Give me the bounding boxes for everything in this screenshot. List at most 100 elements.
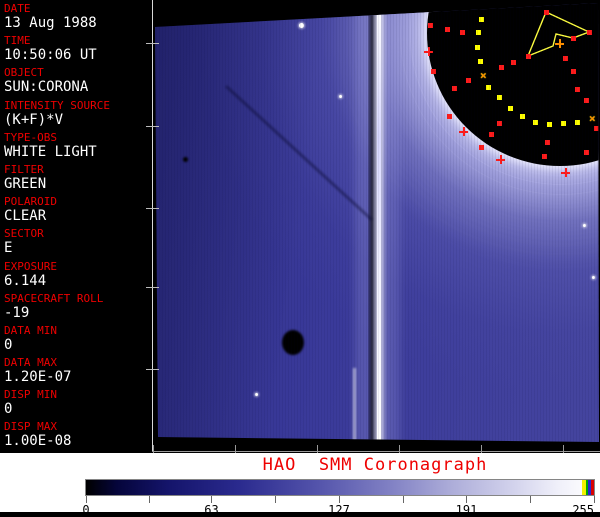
star-marker-red xyxy=(545,140,550,145)
star-dot xyxy=(339,95,342,98)
metadata-field: DATE 13 Aug 1988 xyxy=(4,2,150,34)
star-marker-yellow xyxy=(479,17,484,22)
star-marker-red xyxy=(584,150,589,155)
star-marker-red xyxy=(571,36,576,41)
star-marker-red xyxy=(584,98,589,103)
colorbar-tick-label: 0 xyxy=(82,503,90,517)
star-marker-red xyxy=(511,60,516,65)
colorbar-stripe xyxy=(586,480,588,495)
plus-bar xyxy=(459,131,468,133)
metadata-field: SPACECRAFT ROLL -19 xyxy=(4,292,150,324)
bottom-axis-tick xyxy=(317,445,318,458)
colorbar-minor-tick xyxy=(402,496,404,503)
metadata-field: SECTOR E xyxy=(4,227,150,259)
metadata-field: DATA MIN 0 xyxy=(4,324,150,356)
star-marker-red xyxy=(587,30,592,35)
diffraction-ring xyxy=(400,3,599,195)
bottom-axis-tick xyxy=(153,445,154,458)
colorbar-stripe xyxy=(591,480,594,495)
star-dot xyxy=(583,224,586,227)
pointing-overlay xyxy=(526,11,591,58)
star-marker-x: × xyxy=(480,69,487,82)
star-marker-yellow xyxy=(561,121,566,126)
star-marker-red-plus xyxy=(496,155,505,164)
star-dot xyxy=(255,393,258,396)
field-value: E xyxy=(4,240,13,257)
left-axis-tick xyxy=(146,126,159,127)
star-marker-red xyxy=(479,145,484,150)
field-label: SECTOR xyxy=(4,227,44,241)
field-label: FILTER xyxy=(4,162,44,176)
field-value: 0 xyxy=(4,336,13,353)
coronagraph-image: × × xyxy=(155,3,599,442)
footer: HAO SMM Coronagraph 0 63 127 191 255 xyxy=(0,453,600,517)
occulting-disk xyxy=(427,3,599,166)
colorbar-major-tick xyxy=(211,496,213,503)
star-marker-red-plus xyxy=(459,127,468,136)
pylon-secondary-line xyxy=(353,368,356,442)
star-marker-red xyxy=(526,54,531,59)
metadata-field: DISP MAX 1.00E-08 xyxy=(4,420,150,452)
metadata-field: FILTER GREEN xyxy=(4,163,150,195)
plus-bar xyxy=(555,43,564,45)
bottom-axis-line xyxy=(152,451,600,452)
left-axis-tick xyxy=(146,369,159,370)
field-label: DISP MAX xyxy=(4,420,57,434)
corona-glow xyxy=(155,3,599,442)
star-marker-red xyxy=(452,86,457,91)
star-marker-red-plus xyxy=(561,168,570,177)
field-label: DISP MIN xyxy=(4,388,57,402)
field-value: 13 Aug 1988 xyxy=(4,15,97,31)
star-marker-red xyxy=(563,56,568,61)
star-marker-red xyxy=(594,126,599,131)
plus-bar xyxy=(565,168,567,177)
field-value: 10:50:06 UT xyxy=(4,47,97,64)
left-axis-tick xyxy=(146,43,159,44)
field-value: WHITE LIGHT xyxy=(4,143,97,160)
metadata-field: INTENSITY SOURCE (K+F)*V xyxy=(4,99,150,131)
star-marker-red xyxy=(499,65,504,70)
field-label: DATA MAX xyxy=(4,356,57,370)
field-value: CLEAR xyxy=(4,208,47,225)
pylon-halo xyxy=(355,3,400,442)
field-value: SUN:CORONA xyxy=(4,79,89,96)
metadata-sidebar: DATE 13 Aug 1988 TIME 10:50:06 UT OBJECT SUN:… xyxy=(0,0,150,453)
plus-bar xyxy=(561,172,570,174)
plus-bar xyxy=(463,127,465,136)
field-label: TYPE-OBS xyxy=(4,130,57,144)
field-value: -19 xyxy=(4,304,30,321)
star-marker-red xyxy=(431,69,436,74)
left-axis-tick xyxy=(146,208,159,209)
star-marker-red xyxy=(428,23,433,28)
colorbar-stripe xyxy=(582,480,586,495)
star-marker-red xyxy=(445,27,450,32)
plot-area: × × xyxy=(146,0,600,458)
field-label: POLAROID xyxy=(4,195,57,209)
star-marker-yellow xyxy=(547,122,552,127)
dark-dot xyxy=(183,157,188,162)
diagonal-streak xyxy=(224,85,373,221)
left-axis-tick xyxy=(146,287,159,288)
field-label: EXPOSURE xyxy=(4,259,57,273)
metadata-field: POLAROID CLEAR xyxy=(4,195,150,227)
plus-bar xyxy=(500,155,502,164)
colorbar-tick-label: 255 xyxy=(572,503,594,517)
star-marker-yellow xyxy=(476,30,481,35)
star-marker-yellow xyxy=(533,120,538,125)
metadata-field: TYPE-OBS WHITE LIGHT xyxy=(4,131,150,163)
star-dot xyxy=(299,23,304,28)
plus-bar xyxy=(496,159,505,161)
star-marker-yellow xyxy=(475,45,480,50)
star-marker-yellow xyxy=(575,120,580,125)
star-marker-red-plus xyxy=(424,47,433,56)
pointing-polygon-icon xyxy=(526,11,591,58)
star-marker-red xyxy=(489,132,494,137)
colorbar-gradient xyxy=(86,480,594,495)
colorbar-minor-tick xyxy=(148,496,150,503)
dark-blob xyxy=(282,330,304,355)
star-marker-yellow xyxy=(508,106,513,111)
diffraction-ring xyxy=(410,3,599,185)
field-value: 6.144 xyxy=(4,272,47,289)
colorbar-minor-tick xyxy=(275,496,277,503)
field-label: TIME xyxy=(4,34,31,48)
